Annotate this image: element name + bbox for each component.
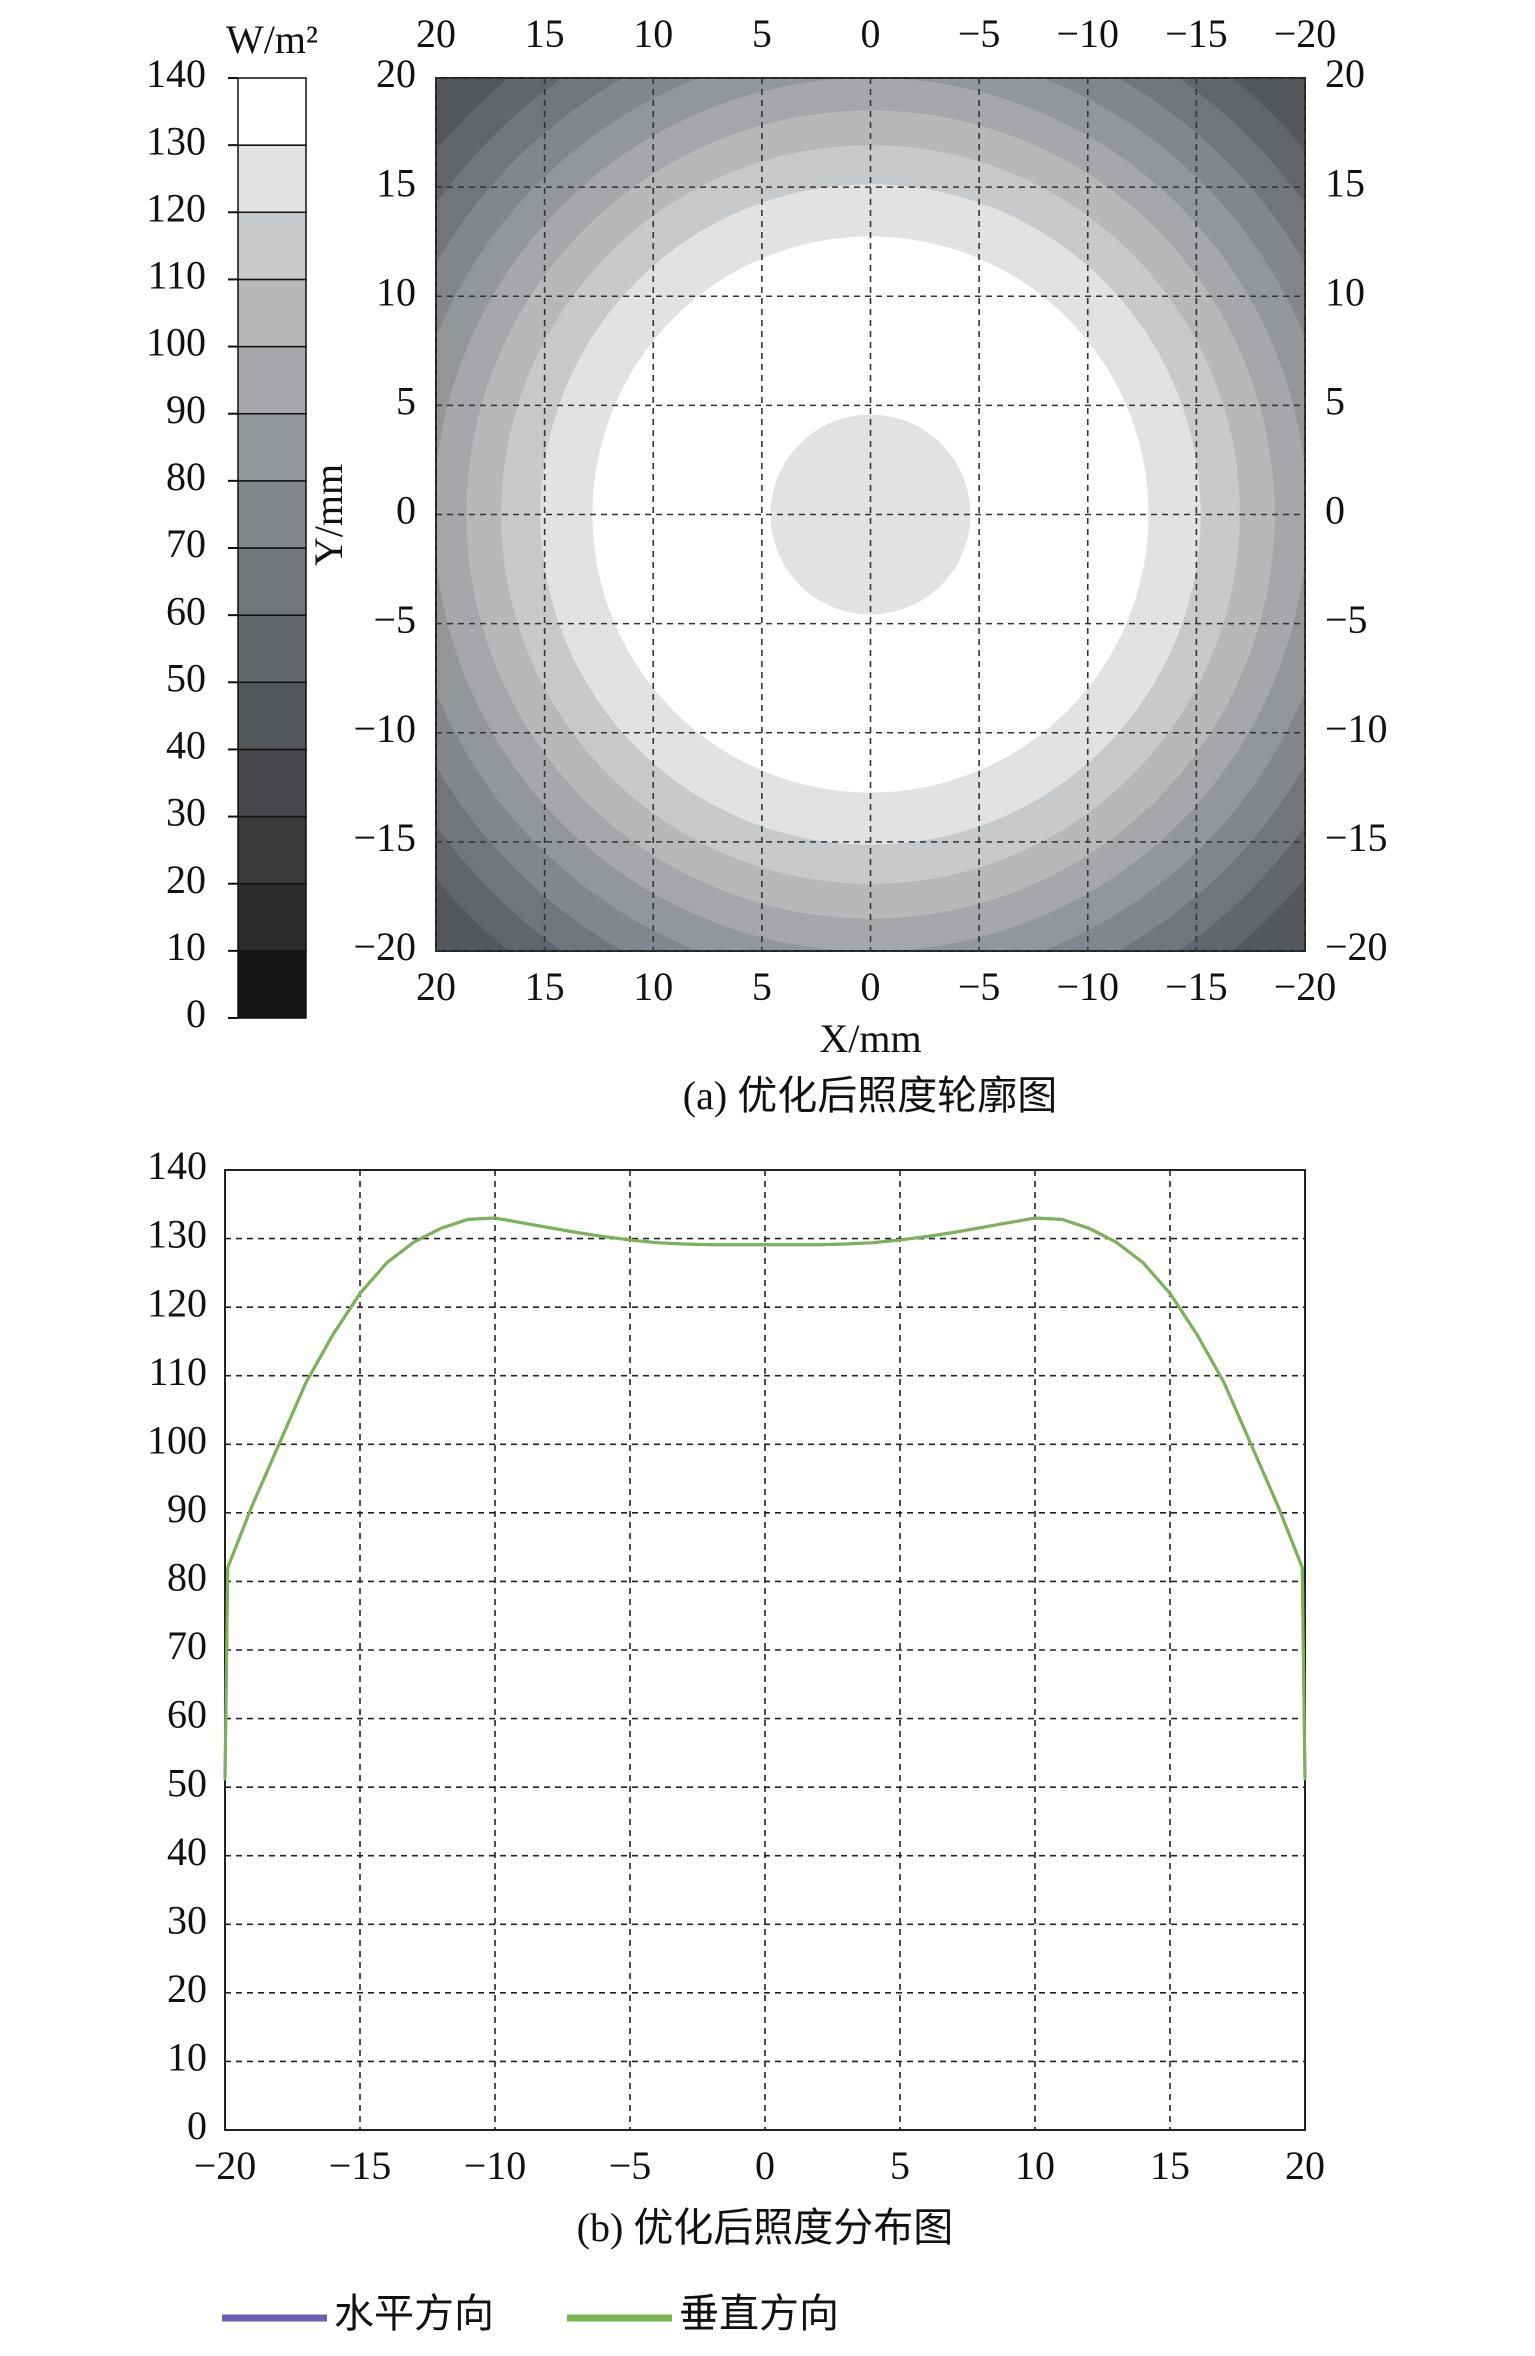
colorbar-tick-label: 10 [166, 924, 206, 969]
colorbar-tick-label: 130 [146, 118, 206, 163]
x-tick-label-top: −15 [1165, 11, 1228, 56]
y-tick-label: −10 [353, 706, 416, 751]
y-tick-label-right: −20 [1325, 924, 1388, 969]
y-tick-label: 50 [167, 1760, 207, 1805]
y-tick-label: 140 [147, 1143, 207, 1188]
colorbar-tick-label: 30 [166, 790, 206, 835]
y-tick-label: 10 [167, 2035, 207, 2080]
y-tick-label-right: −10 [1325, 706, 1388, 751]
colorbar-tick-label: 120 [146, 185, 206, 230]
y-tick-label: 15 [376, 160, 416, 205]
y-tick-label: 20 [167, 1966, 207, 2011]
legend-label: 水平方向 [334, 2291, 494, 2336]
x-tick-label: 15 [525, 964, 565, 1009]
y-tick-label: 70 [167, 1623, 207, 1668]
x-tick-label: 20 [1285, 2143, 1325, 2188]
colorbar-tick-label: 140 [146, 51, 206, 96]
y-tick-label: −20 [353, 924, 416, 969]
colorbar-band [237, 815, 307, 885]
colorbar-band [237, 748, 307, 818]
y-tick-label: 20 [376, 51, 416, 96]
x-tick-label-top: 5 [752, 11, 772, 56]
y-tick-label: −15 [353, 815, 416, 860]
caption: (b) 优化后照度分布图 [577, 2205, 954, 2250]
x-axis-label: X/mm [819, 1016, 921, 1061]
x-tick-label: 5 [752, 964, 772, 1009]
colorbar-unit: W/m² [226, 17, 318, 62]
colorbar-tick-label: 60 [166, 588, 206, 633]
colorbar-band [237, 480, 307, 549]
y-tick-label: 120 [147, 1280, 207, 1325]
colorbar-band [237, 211, 307, 281]
caption: (a) 优化后照度轮廓图 [683, 1073, 1057, 1118]
colorbar-band [237, 278, 307, 348]
y-tick-label: 40 [167, 1829, 207, 1874]
y-tick-label: −5 [373, 597, 416, 642]
x-tick-label: 0 [755, 2143, 775, 2188]
y-axis-label: Y/mm [306, 464, 351, 566]
legend-label: 垂直方向 [679, 2291, 839, 2336]
colorbar-band [237, 950, 307, 1019]
colorbar-tick-label: 50 [166, 655, 206, 700]
y-tick-label: 110 [148, 1349, 207, 1394]
x-tick-label: 5 [890, 2143, 910, 2188]
x-tick-label: 0 [861, 964, 881, 1009]
series-line [223, 1216, 1307, 1781]
colorbar-tick-label: 70 [166, 521, 206, 566]
x-tick-label: −5 [958, 964, 1001, 1009]
colorbar-band [237, 345, 307, 415]
x-tick-label-top: −10 [1056, 11, 1119, 56]
y-tick-label-right: 15 [1325, 160, 1365, 205]
colorbar-tick-label: 80 [166, 454, 206, 499]
x-tick-label-top: 20 [416, 11, 456, 56]
colorbar-band [237, 614, 307, 684]
y-tick-label: 0 [187, 2103, 207, 2148]
colorbar-band [237, 412, 307, 482]
colorbar-band [237, 77, 307, 146]
y-tick-label: 90 [167, 1486, 207, 1531]
colorbar-band [237, 144, 307, 214]
y-tick-label-right: 10 [1325, 269, 1365, 314]
x-tick-label: −10 [464, 2143, 527, 2188]
y-tick-label-right: 20 [1325, 51, 1365, 96]
y-tick-label-right: −5 [1325, 597, 1368, 642]
colorbar-band [237, 882, 307, 952]
colorbar-tick-label: 0 [186, 991, 206, 1036]
x-tick-label-top: −5 [958, 11, 1001, 56]
x-tick-label-top: 0 [861, 11, 881, 56]
y-tick-label-right: 0 [1325, 488, 1345, 533]
x-tick-label: −10 [1056, 964, 1119, 1009]
y-tick-label-right: 5 [1325, 379, 1345, 424]
y-tick-label: 60 [167, 1692, 207, 1737]
y-tick-label: 5 [396, 379, 416, 424]
x-tick-label-top: 10 [633, 11, 673, 56]
colorbar-tick-label: 110 [147, 253, 206, 298]
x-tick-label: −15 [329, 2143, 392, 2188]
x-tick-label-top: −20 [1274, 11, 1337, 56]
x-tick-label: 15 [1150, 2143, 1190, 2188]
x-tick-label: −5 [609, 2143, 652, 2188]
x-tick-label: 10 [633, 964, 673, 1009]
colorbar-tick-label: 100 [146, 320, 206, 365]
x-tick-label: −15 [1165, 964, 1228, 1009]
y-tick-label: 0 [396, 488, 416, 533]
colorbar-band [237, 681, 307, 751]
y-tick-label-right: −15 [1325, 815, 1388, 860]
colorbar-tick-label: 20 [166, 857, 206, 902]
colorbar-tick-label: 40 [166, 723, 206, 768]
colorbar-tick-label: 90 [166, 387, 206, 432]
y-tick-label: 80 [167, 1555, 207, 1600]
y-tick-label: 130 [147, 1212, 207, 1257]
y-tick-label: 30 [167, 1897, 207, 1942]
y-tick-label: 10 [376, 269, 416, 314]
colorbar-band [237, 547, 307, 616]
x-tick-label: 10 [1015, 2143, 1055, 2188]
x-tick-label: −20 [1274, 964, 1337, 1009]
x-tick-label: −20 [194, 2143, 257, 2188]
y-tick-label: 100 [147, 1417, 207, 1462]
x-tick-label-top: 15 [525, 11, 565, 56]
x-tick-label: 20 [416, 964, 456, 1009]
